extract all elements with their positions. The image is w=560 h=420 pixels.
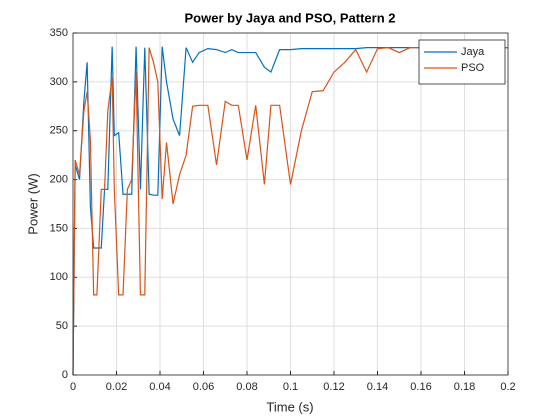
- x-tick-label: 0: [70, 381, 76, 393]
- x-tick-label: 0.04: [149, 381, 170, 393]
- y-tick-label: 0: [62, 369, 68, 381]
- x-tick-label: 0.14: [367, 381, 388, 393]
- y-tick-label: 150: [50, 222, 68, 234]
- x-tick-label: 0.18: [454, 381, 475, 393]
- x-tick-label: 0.2: [500, 381, 515, 393]
- x-axis-label: Time (s): [266, 399, 313, 414]
- legend-label: PSO: [461, 62, 485, 74]
- legend-label: Jaya: [461, 46, 485, 58]
- x-tick-label: 0.06: [193, 381, 214, 393]
- legend-box: [418, 39, 506, 85]
- y-tick-label: 50: [56, 320, 68, 332]
- y-tick-label: 100: [50, 271, 68, 283]
- legend: Jaya PSO: [418, 39, 506, 85]
- y-tick-label: 300: [50, 76, 68, 88]
- x-tick-label: 0.1: [283, 381, 298, 393]
- y-tick-label: 200: [50, 173, 68, 185]
- x-tick-label: 0.16: [410, 381, 431, 393]
- series-line: [72, 47, 508, 376]
- x-tick-label: 0.02: [106, 381, 127, 393]
- x-tick-label: 0.12: [323, 381, 344, 393]
- axes-box: [72, 32, 509, 376]
- y-tick-label: 250: [50, 125, 68, 137]
- series-line: [72, 46, 508, 376]
- chart-title: Power by Jaya and PSO, Pattern 2: [185, 10, 396, 25]
- x-tick-label: 0.08: [236, 381, 257, 393]
- y-axis-label: Power (W): [25, 173, 40, 234]
- y-tick-label: 350: [50, 27, 68, 39]
